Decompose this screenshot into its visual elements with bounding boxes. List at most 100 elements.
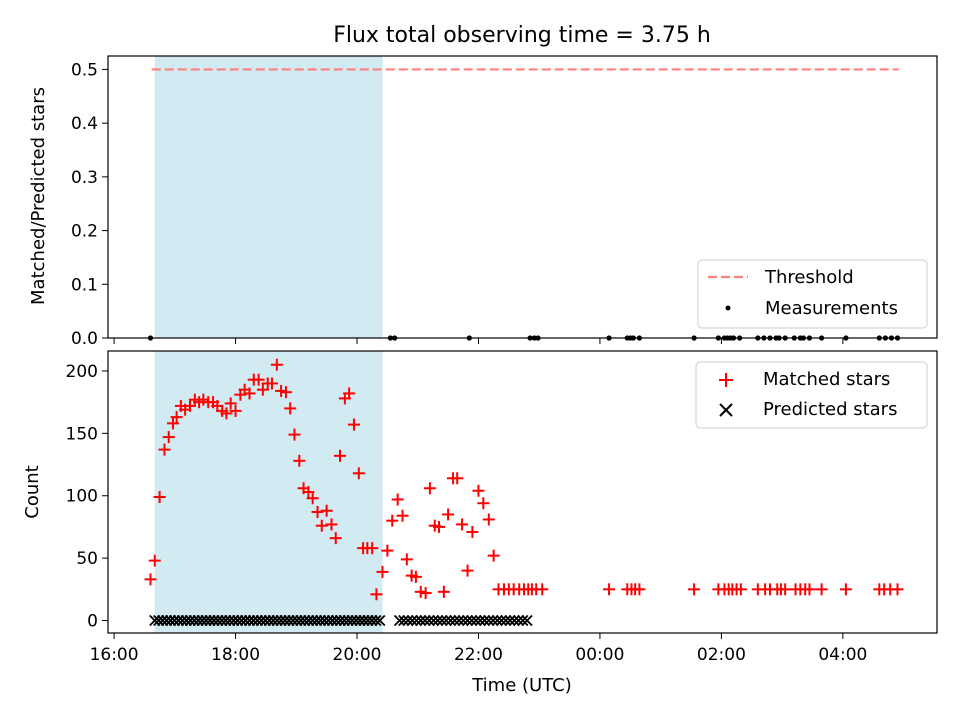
predicted-star-point	[432, 614, 444, 627]
predicted-star-point	[457, 614, 469, 627]
matched-star-point	[347, 418, 360, 431]
matched-star-point	[419, 587, 432, 600]
x-axis-label: Time (UTC)	[471, 675, 572, 696]
matched-star-point	[432, 520, 445, 533]
predicted-star-point	[517, 614, 529, 627]
predicted-star-point	[487, 614, 499, 627]
predicted-star-point	[491, 614, 503, 627]
predicted-star-point	[406, 614, 418, 627]
matched-star-point	[279, 386, 292, 399]
matched-star-point	[442, 508, 455, 521]
matched-star-point	[891, 583, 904, 596]
top-x-ticks	[113, 338, 844, 344]
matched-star-point	[437, 585, 450, 598]
matched-star-point	[466, 525, 479, 538]
bottom-legend-box	[695, 361, 928, 429]
matched-star-point	[148, 554, 161, 567]
matched-star-point	[325, 518, 338, 531]
bottom-axes-frame	[107, 350, 938, 634]
matched-star-point	[386, 514, 399, 527]
matched-star-point	[243, 387, 256, 400]
predicted-star-point	[436, 614, 448, 627]
predicted-star-point	[393, 614, 406, 627]
top-y-ticks: 0.0 0.1 0.2 0.3 0.4 0.5	[71, 60, 108, 349]
y-tick-label: 0.0	[71, 329, 98, 349]
y-tick-label: 0.1	[71, 275, 98, 295]
matched-star-point	[815, 583, 828, 596]
matched-star-point	[456, 518, 469, 531]
bottom-y-axis-label: Count	[22, 465, 43, 518]
matched-star-point	[252, 373, 265, 386]
matched-star-point	[779, 583, 792, 596]
matched-star-point	[302, 486, 315, 498]
matched-star-point	[311, 505, 324, 518]
matched-star-point	[224, 397, 237, 410]
matched-star-point	[183, 399, 196, 412]
bottom-panel: 0 50 100 150 200 16:00 18:00 20:00 22:00 00:00 02…	[22, 350, 938, 696]
matched-star-point	[633, 583, 646, 596]
predicted-star-point	[461, 614, 474, 627]
y-tick-label: 0	[87, 612, 98, 632]
matched-star-point	[396, 509, 409, 522]
matched-star-point	[451, 472, 464, 485]
x-tick-label: 18:00	[211, 645, 260, 665]
observing-window-shade	[154, 56, 383, 338]
matched-star-point	[482, 513, 495, 526]
matched-star-point	[220, 407, 233, 420]
legend-threshold-label: Threshold	[764, 267, 854, 288]
predicted-star-point	[504, 614, 516, 627]
y-tick-label: 200	[66, 362, 98, 382]
predicted-star-point	[495, 614, 508, 627]
predicted-star-point	[419, 614, 431, 627]
top-legend: Threshold Measurements	[697, 259, 928, 329]
matched-star-point	[352, 467, 365, 480]
y-tick-label: 150	[66, 424, 98, 444]
legend-matched-swatch	[719, 373, 733, 387]
top-y-axis-label: Matched/Predicted stars	[28, 87, 49, 305]
matched-star-point	[423, 482, 436, 495]
matched-star-point	[487, 549, 500, 562]
matched-star-point	[315, 519, 328, 532]
matched-star-point	[320, 504, 333, 517]
matched-star-point	[158, 443, 171, 456]
matched-star-point	[170, 411, 183, 424]
legend-matched-label: Matched stars	[763, 369, 890, 390]
top-panel: 0.0 0.1 0.2 0.3 0.4 0.5 Flux total observing …	[28, 23, 938, 349]
matched-star-point	[688, 583, 701, 596]
matched-star-point	[306, 492, 319, 505]
matched-star-point	[461, 564, 474, 577]
matched-star-point	[265, 377, 278, 390]
predicted-star-point	[449, 614, 461, 627]
y-tick-label: 50	[76, 549, 98, 569]
matched-star-point	[329, 532, 342, 545]
matched-star-point	[370, 588, 383, 601]
y-tick-label: 0.4	[71, 114, 98, 134]
top-axes-frame	[107, 55, 938, 339]
predicted-star-point	[427, 614, 440, 627]
predicted-star-point	[483, 614, 495, 627]
bottom-plot-area	[144, 358, 904, 627]
x-tick-label: 00:00	[575, 645, 624, 665]
matched-star-point	[536, 583, 549, 596]
x-tick-label: 02:00	[697, 645, 746, 665]
predicted-star-point	[470, 614, 482, 627]
matched-star-point	[603, 583, 616, 596]
predicted-star-point	[398, 614, 410, 627]
chart-title: Flux total observing time = 3.75 h	[333, 23, 711, 48]
predicted-star-point	[453, 614, 465, 627]
matched-star-point	[229, 404, 242, 417]
matched-star-point	[381, 544, 394, 557]
matched-star-point	[803, 583, 816, 596]
legend-measurements-label: Measurements	[765, 298, 898, 319]
matched-star-point	[270, 358, 283, 371]
predicted-star-point	[374, 614, 386, 627]
legend-measurements-swatch	[725, 305, 731, 311]
matched-star-point	[144, 573, 157, 586]
y-tick-label: 0.5	[71, 60, 98, 80]
matched-star-point	[477, 497, 490, 510]
predicted-star-point	[370, 614, 382, 627]
predicted-star-point	[512, 614, 525, 627]
x-tick-label: 16:00	[90, 645, 139, 665]
matched-star-point	[256, 383, 269, 396]
